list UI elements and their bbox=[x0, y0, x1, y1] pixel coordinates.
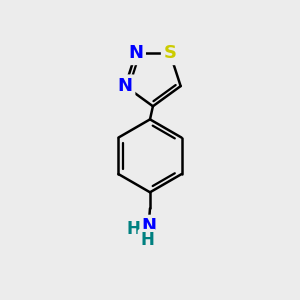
Text: N: N bbox=[141, 218, 156, 236]
Text: S: S bbox=[164, 44, 177, 62]
Text: H: H bbox=[140, 231, 154, 249]
Text: N: N bbox=[118, 77, 133, 95]
Text: N: N bbox=[128, 44, 143, 62]
Text: H: H bbox=[126, 220, 140, 238]
